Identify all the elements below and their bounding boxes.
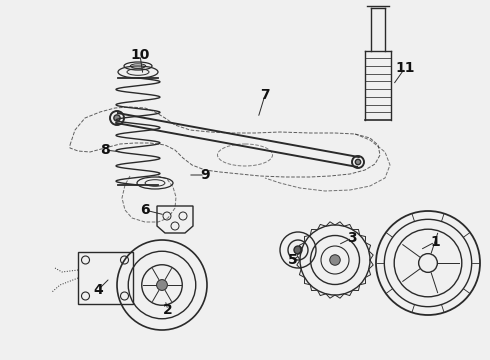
Text: 4: 4: [93, 283, 103, 297]
Circle shape: [294, 246, 302, 254]
Circle shape: [157, 280, 168, 291]
Text: 10: 10: [130, 48, 149, 62]
Text: 11: 11: [395, 61, 415, 75]
Text: 6: 6: [140, 203, 150, 217]
Circle shape: [330, 255, 340, 265]
Text: 5: 5: [288, 253, 298, 267]
Text: 8: 8: [100, 143, 110, 157]
Circle shape: [355, 159, 361, 165]
Text: 1: 1: [430, 235, 440, 249]
Text: 9: 9: [200, 168, 210, 182]
Text: 2: 2: [163, 303, 173, 317]
Text: 3: 3: [347, 231, 357, 245]
Text: 7: 7: [260, 88, 270, 102]
Circle shape: [114, 115, 120, 121]
